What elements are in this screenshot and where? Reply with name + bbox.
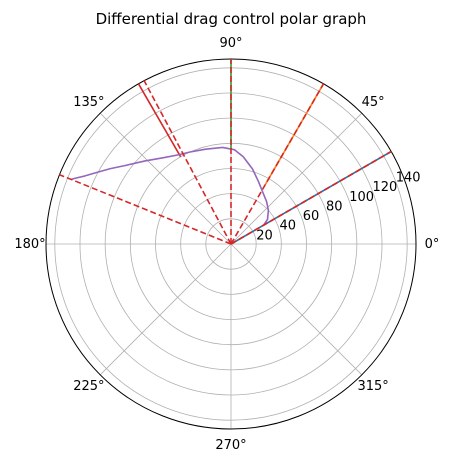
tick-labels: 0°45°90°135°180°225°270°315°204060801001… — [14, 36, 439, 453]
angle-tick-label-0: 0° — [425, 237, 440, 252]
series-line-5 — [71, 147, 268, 225]
radius-tick-label-80: 80 — [326, 199, 343, 214]
angle-tick-label-135: 135° — [73, 95, 104, 110]
radius-tick-label-140: 140 — [396, 171, 421, 186]
chart-title: Differential drag control polar graph — [96, 10, 367, 28]
radius-tick-label-60: 60 — [303, 209, 320, 224]
angle-tick-label-180: 180° — [14, 237, 45, 252]
angular-gridline-225 — [100, 244, 231, 375]
angle-tick-label-270: 270° — [215, 438, 246, 453]
angle-tick-label-225: 225° — [73, 379, 104, 394]
radius-tick-label-100: 100 — [349, 190, 374, 205]
angle-tick-label-90: 90° — [219, 36, 242, 51]
radius-tick-label-40: 40 — [280, 219, 297, 234]
angle-tick-label-45: 45° — [362, 95, 385, 110]
series-layer — [59, 59, 391, 244]
radius-tick-label-120: 120 — [373, 180, 398, 195]
radius-tick-label-20: 20 — [256, 228, 273, 243]
angular-gridline-135 — [100, 113, 231, 244]
series-line-9 — [144, 81, 231, 244]
angular-gridline-315 — [231, 244, 362, 375]
angular-gridline-45 — [231, 113, 362, 244]
angle-tick-label-315: 315° — [357, 379, 388, 394]
series-line-10 — [59, 175, 231, 244]
